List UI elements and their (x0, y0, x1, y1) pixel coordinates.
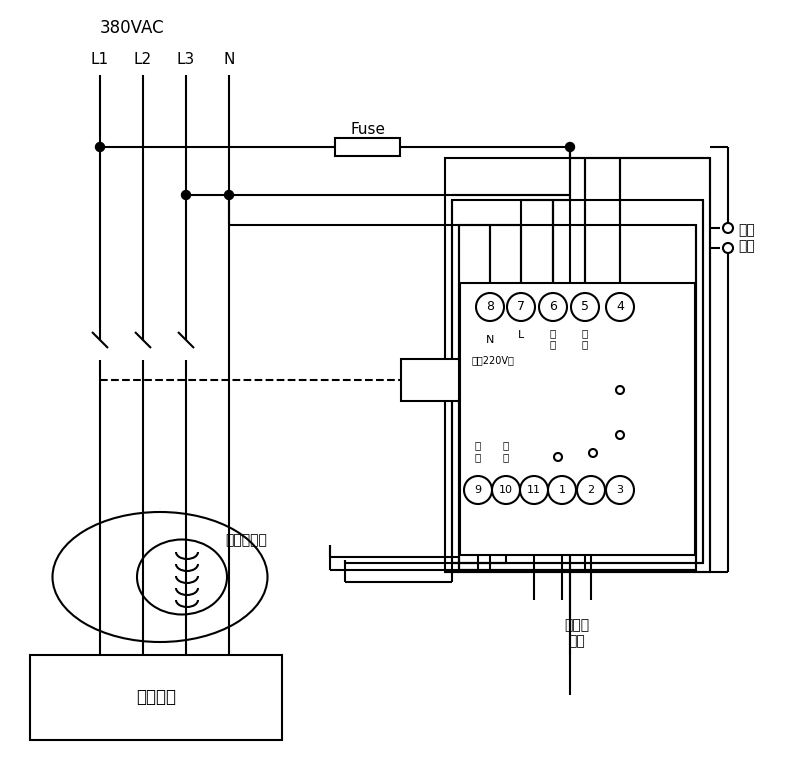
Text: 8: 8 (486, 301, 494, 313)
Text: 10: 10 (499, 485, 513, 495)
Circle shape (225, 191, 234, 199)
Bar (30, 655, 282, 740)
Bar (445, 158, 710, 572)
Bar (459, 225, 696, 570)
Text: N: N (486, 335, 494, 345)
Text: L: L (518, 330, 524, 340)
Text: 2: 2 (587, 485, 594, 495)
Text: L2: L2 (134, 52, 152, 67)
Text: Fuse: Fuse (350, 122, 385, 137)
Text: 4: 4 (616, 301, 624, 313)
Circle shape (571, 293, 599, 321)
Text: 自锁
开关: 自锁 开关 (738, 223, 754, 253)
Text: 零序互感器: 零序互感器 (225, 533, 267, 547)
Bar (460, 283, 695, 555)
Circle shape (616, 386, 624, 394)
Text: 3: 3 (617, 485, 623, 495)
Bar (452, 200, 703, 563)
Text: 380VAC: 380VAC (100, 19, 165, 37)
Circle shape (95, 142, 105, 152)
Text: N: N (223, 52, 234, 67)
Circle shape (577, 476, 605, 504)
Text: 电源220V～: 电源220V～ (472, 355, 515, 365)
Bar (335, 138, 400, 156)
Text: 6: 6 (549, 301, 557, 313)
Circle shape (723, 223, 733, 233)
Circle shape (606, 293, 634, 321)
Circle shape (566, 142, 574, 152)
Text: 接声光
报警: 接声光 报警 (564, 618, 589, 648)
Circle shape (507, 293, 535, 321)
Text: KM: KM (418, 371, 442, 389)
Circle shape (606, 476, 634, 504)
Circle shape (554, 453, 562, 461)
Text: 11: 11 (527, 485, 541, 495)
Circle shape (548, 476, 576, 504)
Text: 试
验: 试 验 (550, 328, 556, 350)
Text: 1: 1 (558, 485, 566, 495)
Circle shape (723, 243, 733, 253)
Text: 7: 7 (517, 301, 525, 313)
Circle shape (539, 293, 567, 321)
Circle shape (589, 449, 597, 457)
Text: 试
验: 试 验 (582, 328, 588, 350)
Circle shape (476, 293, 504, 321)
Bar (401, 359, 459, 401)
Circle shape (492, 476, 520, 504)
Text: L1: L1 (91, 52, 109, 67)
Circle shape (182, 191, 190, 199)
Text: 信
号: 信 号 (503, 440, 509, 462)
Text: 9: 9 (474, 485, 482, 495)
Text: 信
号: 信 号 (475, 440, 481, 462)
Circle shape (520, 476, 548, 504)
Text: L3: L3 (177, 52, 195, 67)
Text: 用户设备: 用户设备 (136, 688, 176, 706)
Circle shape (464, 476, 492, 504)
Text: 5: 5 (581, 301, 589, 313)
Circle shape (616, 431, 624, 439)
